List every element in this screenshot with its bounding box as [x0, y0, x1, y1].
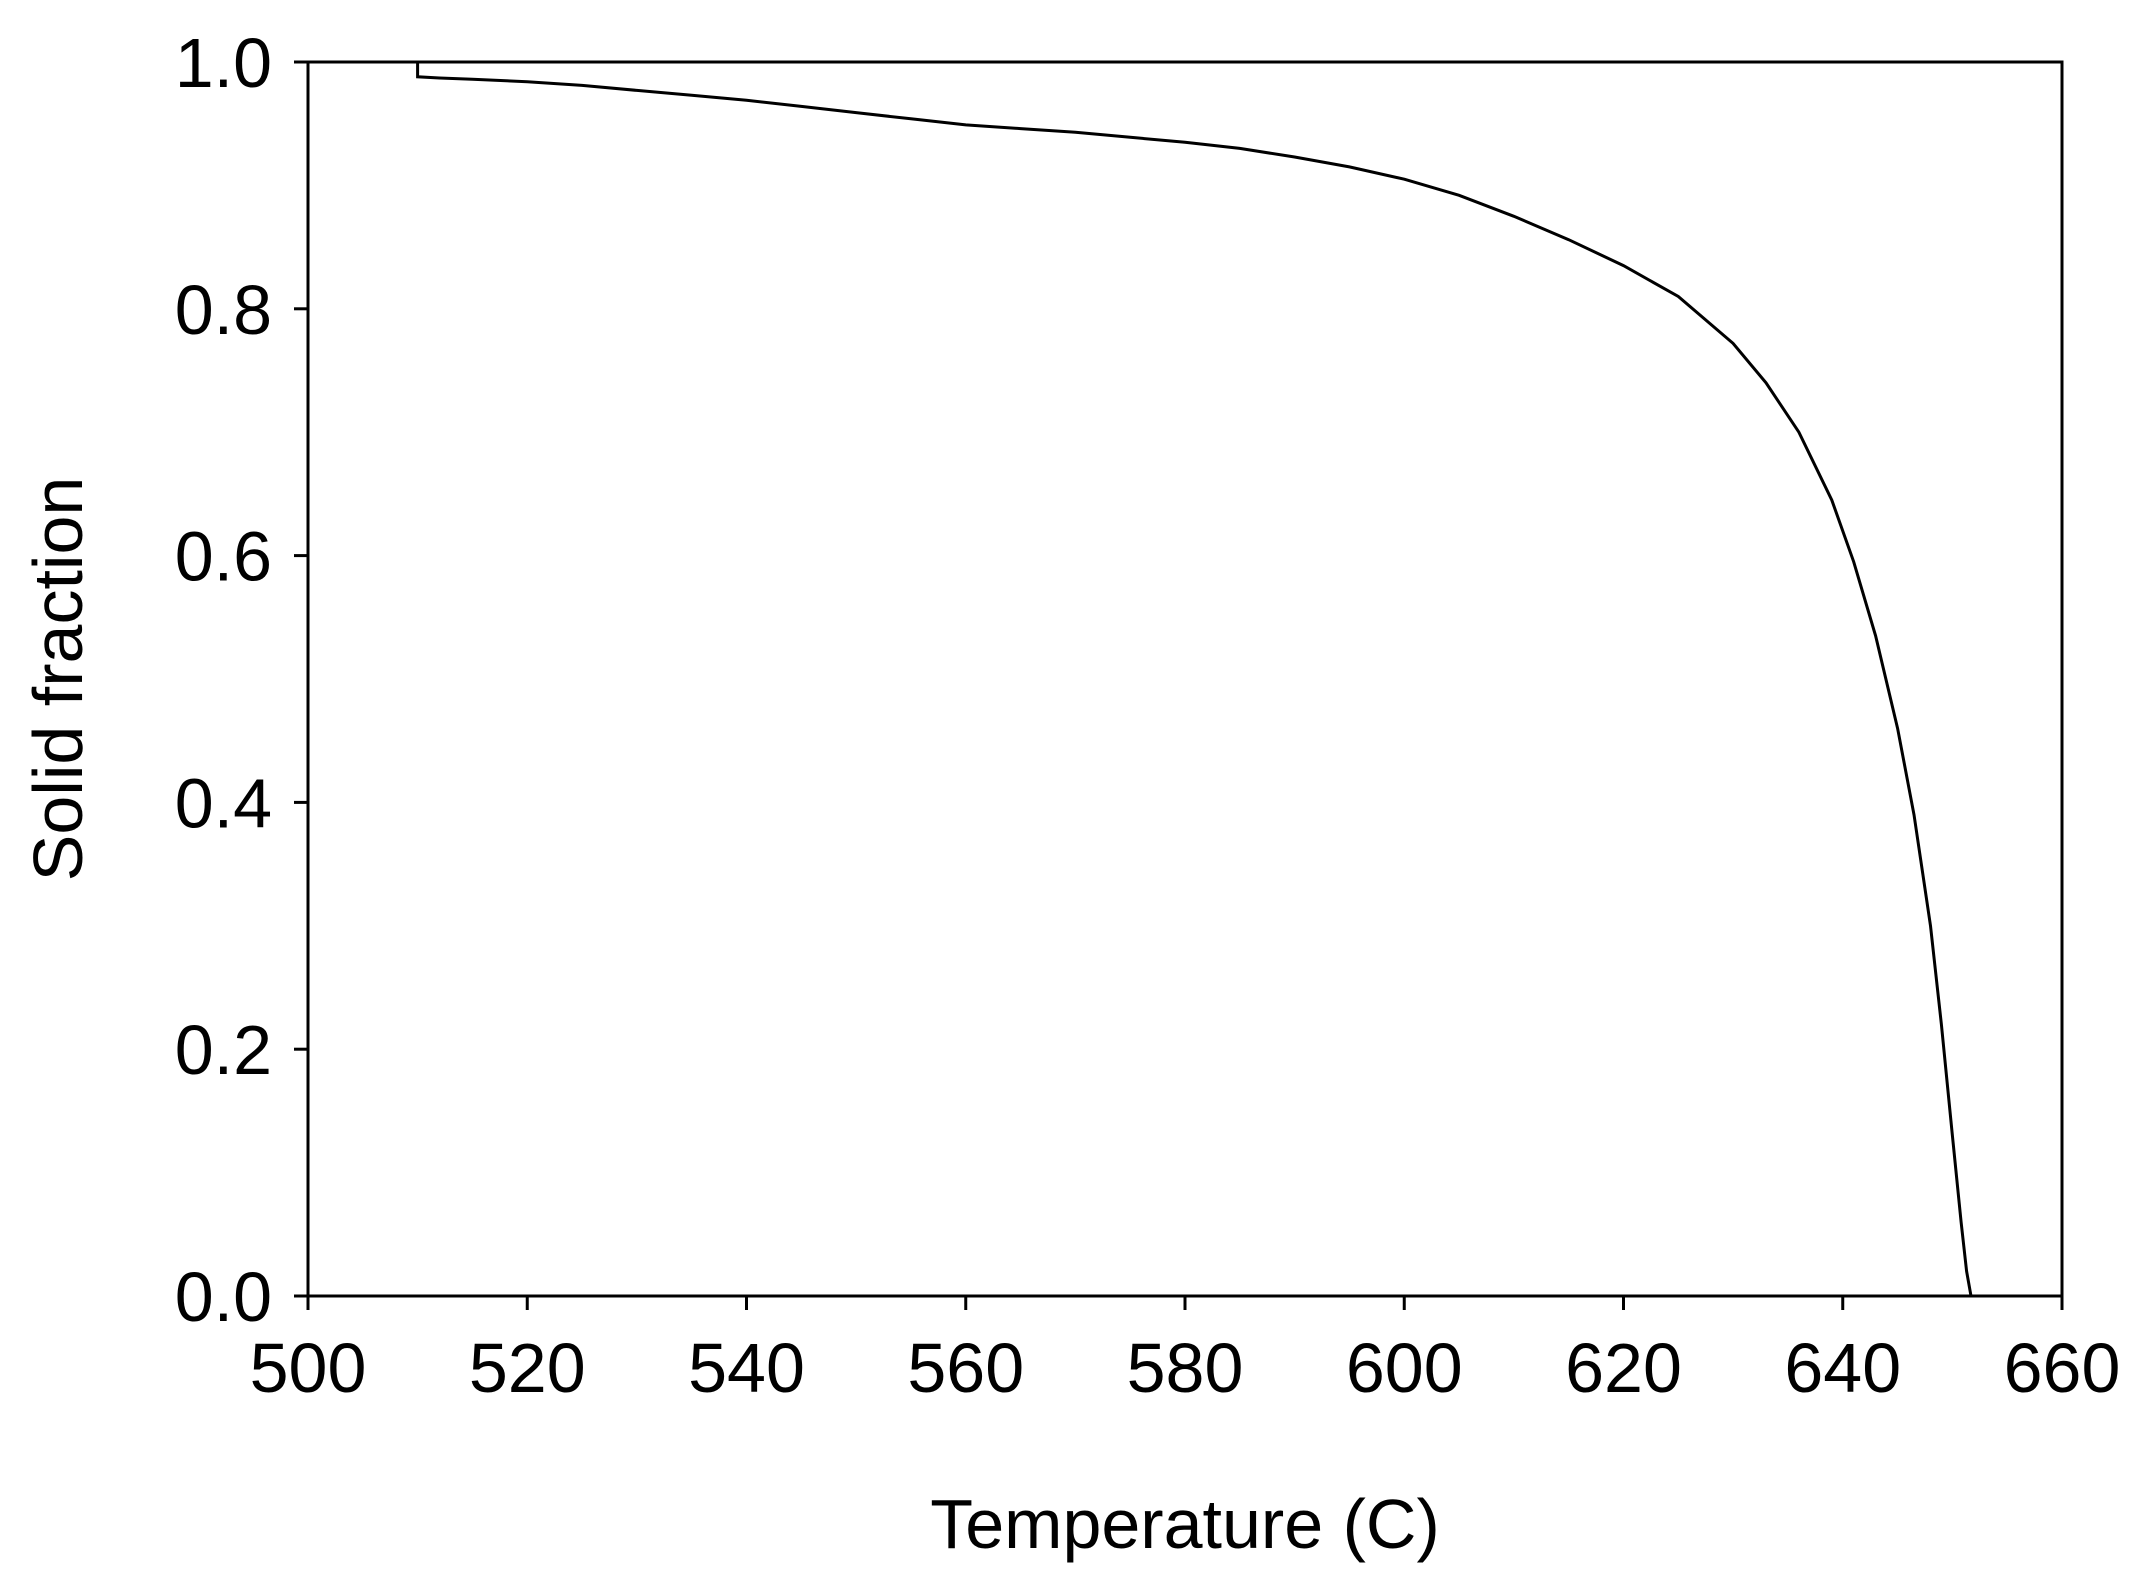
x-tick-label: 560 — [907, 1329, 1024, 1407]
y-axis-ticks: 0.0 0.2 0.4 0.6 0.8 1.0 — [175, 24, 308, 1336]
x-tick-label: 600 — [1346, 1329, 1463, 1407]
x-tick-label: 640 — [1784, 1329, 1901, 1407]
x-tick-label: 580 — [1127, 1329, 1244, 1407]
x-axis-label: Temperature (C) — [930, 1485, 1440, 1563]
y-axis-label: Solid fraction — [19, 477, 97, 882]
x-tick-label: 660 — [2004, 1329, 2121, 1407]
x-axis-ticks: 500 520 540 560 580 600 620 640 660 — [250, 1296, 2121, 1407]
x-tick-label: 520 — [469, 1329, 586, 1407]
y-tick-label: 1.0 — [175, 24, 272, 102]
x-tick-label: 620 — [1565, 1329, 1682, 1407]
series-line — [416, 62, 1973, 1297]
plot-frame — [306, 60, 2064, 1298]
y-tick-label: 0.4 — [175, 764, 272, 842]
y-tick-label: 0.0 — [175, 1258, 272, 1336]
y-tick-label: 0.2 — [175, 1011, 272, 1089]
x-tick-label: 540 — [688, 1329, 805, 1407]
y-tick-label: 0.8 — [175, 271, 272, 349]
x-tick-label: 500 — [250, 1329, 367, 1407]
y-tick-label: 0.6 — [175, 518, 272, 596]
